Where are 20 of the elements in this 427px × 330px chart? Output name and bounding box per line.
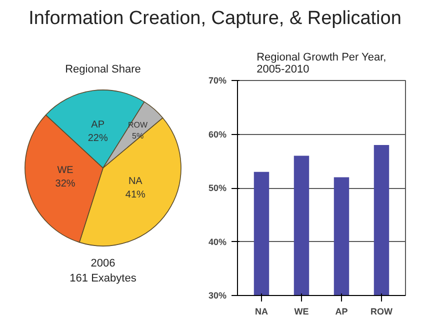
slice-label: NA [128,176,143,188]
x-tick-label: ROW [370,306,394,316]
y-tick-label: 50% [208,183,226,193]
y-tick-label: 60% [208,129,226,140]
text: 2006 [90,258,116,270]
slice-label: WE [57,165,74,176]
chart-title: Regional Growth Per Year, 2005-2010 [256,52,386,76]
chart-title: Information Creation, Capture, & Replication [28,7,402,31]
y-tick-label: 70% [208,76,226,86]
data-label: 22% [88,132,108,144]
data-label: 41% [125,189,146,200]
x-tick-label: NA [255,306,268,316]
chart-subtitle: Regional Share [65,64,141,76]
data-label: 32% [55,178,76,190]
slice-label: AP [91,120,105,131]
x-tick-label: WE [294,306,309,316]
text: 161 Exabytes [70,272,137,285]
y-tick-label: 40% [208,236,226,247]
y-tick-label: 30% [208,290,226,300]
x-tick-label: AP [335,306,348,316]
